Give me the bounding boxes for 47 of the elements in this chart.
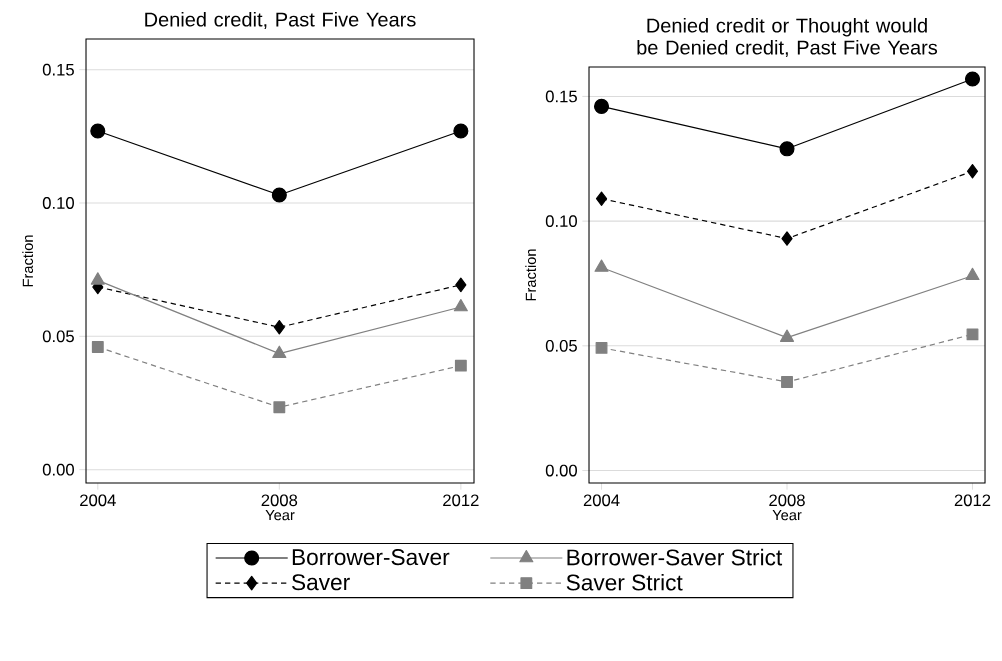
y-tick-label: 0.00 xyxy=(545,464,577,477)
point xyxy=(966,163,979,179)
point xyxy=(594,259,609,272)
point xyxy=(273,320,285,335)
x-tick-label: 2012 xyxy=(954,494,991,507)
point xyxy=(272,345,287,358)
point xyxy=(273,401,286,414)
y-tick-label: 0.05 xyxy=(545,339,577,352)
x-tick-label: 2012 xyxy=(443,494,479,507)
x-tick-label: 2004 xyxy=(583,494,620,507)
point xyxy=(594,98,610,114)
chart-title: Denied credit or Thought would be Denied credit, Past Five Years xyxy=(637,17,938,57)
legend-label: Borrower-Saver xyxy=(292,549,450,566)
y-axis-title: Fraction xyxy=(525,249,537,301)
y-tick-label: 0.15 xyxy=(42,63,74,76)
y-tick-label: 0.05 xyxy=(42,330,74,343)
y-tick-label: 0.00 xyxy=(42,463,74,476)
legend-label: Saver xyxy=(292,574,350,591)
point xyxy=(595,191,608,206)
legend-label: Saver Strict xyxy=(566,573,683,591)
point xyxy=(781,376,793,388)
point xyxy=(90,123,106,139)
point xyxy=(595,341,608,354)
point xyxy=(781,231,793,246)
y-tick-label: 0.10 xyxy=(42,197,74,209)
point xyxy=(964,71,981,87)
x-axis-title: Year xyxy=(265,510,295,521)
point xyxy=(455,277,467,293)
point xyxy=(454,359,467,372)
point xyxy=(91,341,104,353)
point xyxy=(779,329,795,342)
x-tick-label: 2004 xyxy=(80,494,116,507)
chart-title: Denied credit, Past Five Years xyxy=(145,11,416,29)
point xyxy=(453,123,469,139)
point xyxy=(965,267,980,281)
point xyxy=(271,187,287,203)
x-tick-label: 2008 xyxy=(769,494,805,507)
x-axis-title: Year xyxy=(772,510,802,521)
point xyxy=(779,141,795,157)
point xyxy=(90,272,105,285)
point xyxy=(966,328,979,341)
x-tick-label: 2008 xyxy=(261,494,298,507)
point xyxy=(453,298,468,312)
y-tick-label: 0.10 xyxy=(545,215,577,228)
y-tick-label: 0.15 xyxy=(545,90,577,103)
legend-label: Borrower-Saver Strict xyxy=(567,548,783,566)
y-axis-title: Fraction xyxy=(22,235,34,287)
